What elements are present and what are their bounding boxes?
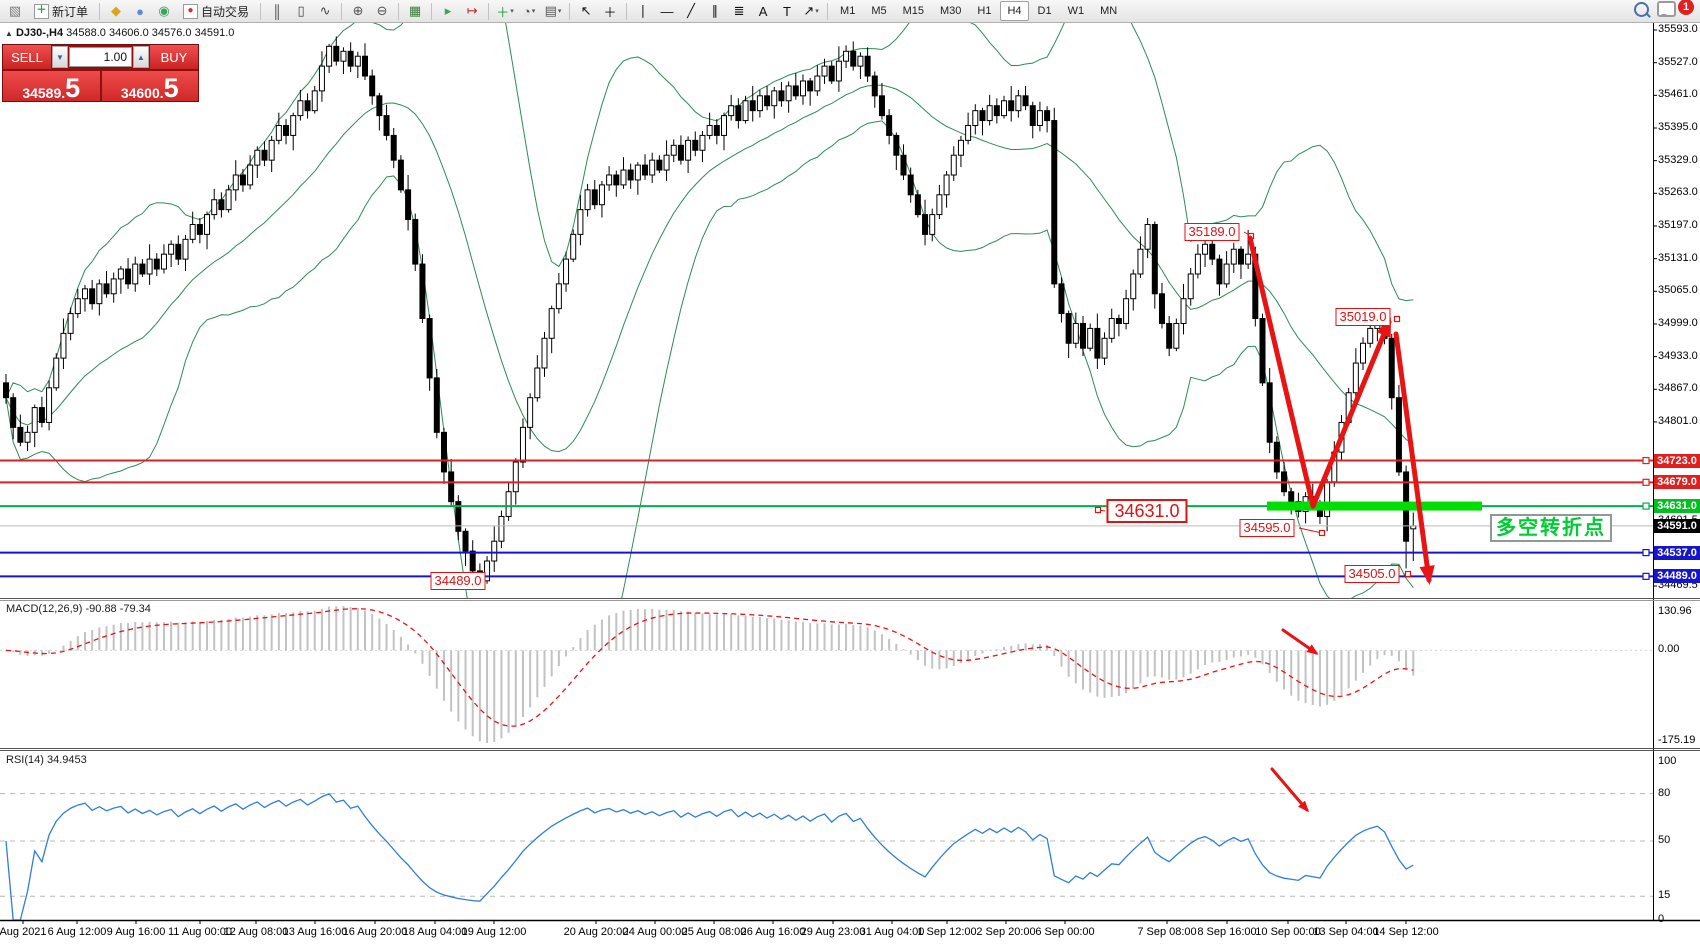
arrow-rally-to-35019[interactable]	[1310, 319, 1392, 509]
line-chart-icon[interactable]: ∿	[319, 3, 331, 18]
chart-shift-icon[interactable]: ↦	[466, 3, 478, 18]
buy-price-main: 34600	[120, 85, 160, 101]
timeframe-w1[interactable]: W1	[1067, 5, 1085, 17]
timeframe-m1[interactable]: M1	[840, 5, 856, 17]
autotrading-button-label: 自动交易	[201, 4, 250, 19]
zoom-out-icon[interactable]: ⊖	[376, 3, 388, 18]
toolbar-separator	[99, 2, 101, 20]
timeframe-h1[interactable]: H1	[977, 5, 992, 17]
collapse-panel-icon[interactable]: ▲	[5, 29, 13, 38]
ohlc-low: 34576.0	[151, 27, 192, 39]
gold-seal-icon[interactable]: ◆	[111, 3, 122, 18]
cursor-icon[interactable]: ↖	[580, 3, 592, 18]
crosshair-icon[interactable]: ＋	[603, 4, 617, 20]
templates-icon-dropdown[interactable]: ▾	[557, 8, 562, 15]
timeframe-m5[interactable]: M5	[871, 5, 887, 17]
auto-scroll-icon[interactable]: ▸	[444, 3, 452, 18]
ohlc-close: 34591.0	[194, 27, 235, 39]
volume-spinner: ▼ 1.00 ▲	[51, 45, 150, 69]
toolbar-separator	[626, 2, 628, 20]
toolbar-separator	[827, 2, 829, 20]
timeframe-d1[interactable]: D1	[1037, 5, 1052, 17]
sell-price-dot: .	[61, 85, 66, 101]
new-order-icon: ＋	[34, 3, 49, 19]
text-icon[interactable]: A	[758, 3, 768, 19]
autotrading-button[interactable]: ● 自动交易	[177, 1, 255, 22]
one-click-trading-panel: SELL ▼ 1.00 ▲ BUY 34589 . 5 34600 . 5	[2, 44, 199, 102]
arrow-drop-from-35189[interactable]	[1247, 235, 1316, 509]
macd-values: -90.88 -79.34	[85, 603, 151, 615]
timeframe-m30[interactable]: M30	[940, 5, 962, 17]
rsi-down-arrow[interactable]	[1270, 767, 1309, 812]
rsi-indicator-label: RSI(14) 34.9453	[6, 754, 87, 766]
text-label-icon[interactable]: T	[783, 3, 791, 19]
autotrading-icon: ●	[183, 3, 199, 19]
symbol-info-line: ▲ DJ30-,H4 34588.0 34606.0 34576.0 34591…	[5, 27, 234, 39]
buy-price[interactable]: 34600 . 5	[101, 71, 198, 104]
new-order-button-label: 新订单	[52, 4, 89, 19]
chart-window-icon[interactable]: ▧	[8, 3, 22, 18]
vertical-line-icon[interactable]: ∣	[639, 3, 647, 18]
arrows-icon-dropdown[interactable]: ▾	[815, 8, 819, 15]
ohlc-open: 34588.0	[66, 27, 106, 39]
toolbar-right: 1	[1634, 0, 1694, 17]
turning-zone-bar[interactable]	[1267, 501, 1482, 511]
sell-button[interactable]: SELL	[3, 45, 51, 69]
main-toolbar: ▧ ＋新订单 ◆ ● ◉ ● 自动交易 ║ ▯ ∿ ⊕ ⊖ ▦ ▸ ↦ ＋ ▾ ◔ ▾ ▤ ▾ ↖ ＋ ∣ — ╱ ∥ ≣ A T ↗ ▾ M1…	[0, 0, 1700, 23]
bar-chart-icon[interactable]: ║	[272, 3, 282, 19]
fibonacci-icon[interactable]: ≣	[733, 3, 745, 18]
zoom-in-icon[interactable]: ⊕	[352, 3, 364, 18]
search-icon[interactable]	[1634, 1, 1649, 17]
turning-point-label[interactable]: 多空转折点	[1490, 514, 1612, 542]
toolbar-items: ▧ ＋新订单 ◆ ● ◉ ● 自动交易 ║ ▯ ∿ ⊕ ⊖ ▦ ▸ ↦ ＋ ▾ ◔ ▾ ▤ ▾ ↖ ＋ ∣ — ╱ ∥ ≣ A T ↗ ▾ M1…	[3, 1, 1125, 22]
channel-icon[interactable]: ∥	[711, 3, 719, 18]
indicators-icon-dropdown[interactable]: ▾	[510, 8, 514, 15]
timeframe-h4[interactable]: H4	[1000, 1, 1029, 21]
buy-button[interactable]: BUY	[150, 45, 198, 69]
rsi-value: 34.9453	[46, 754, 87, 766]
indicators-icon[interactable]: ＋ ▾	[496, 4, 514, 20]
candlestick-chart-icon[interactable]: ▯	[297, 3, 305, 18]
volume-field[interactable]: 1.00	[69, 47, 132, 67]
periods-icon[interactable]: ◔ ▾	[522, 3, 536, 19]
sell-price[interactable]: 34589 . 5	[3, 71, 100, 104]
signal-icon[interactable]: ◉	[158, 3, 170, 18]
buy-price-big: 5	[163, 73, 179, 104]
rsi-pane	[0, 792, 1653, 920]
macd-indicator-label: MACD(12,26,9) -90.88 -79.34	[6, 603, 151, 615]
main-pane	[0, 23, 1653, 598]
horizontal-line-icon[interactable]: —	[660, 3, 674, 19]
tile-windows-icon[interactable]: ▦	[408, 3, 422, 18]
trendline-icon[interactable]: ╱	[687, 3, 695, 18]
toolbar-separator	[569, 2, 571, 20]
timeframe-m15[interactable]: M15	[902, 5, 924, 17]
arrows-icon[interactable]: ↗ ▾	[803, 3, 819, 18]
ohlc-high: 34606.0	[108, 27, 149, 39]
profile-icon[interactable]: ●	[136, 3, 144, 19]
volume-up-button[interactable]: ▲	[133, 46, 149, 68]
volume-down-button[interactable]: ▼	[52, 46, 68, 68]
periods-icon-dropdown[interactable]: ▾	[531, 8, 536, 15]
timeframe-mn[interactable]: MN	[1100, 5, 1118, 17]
toolbar-separator	[488, 2, 490, 20]
macd-pane	[0, 606, 1653, 743]
chat-icon[interactable]	[1657, 1, 1676, 17]
templates-icon[interactable]: ▤ ▾	[544, 3, 562, 18]
toolbar-separator	[398, 2, 400, 20]
notification-badge[interactable]: 1	[1678, 0, 1694, 15]
buy-price-dot: .	[159, 85, 164, 101]
symbol-name: DJ30-,H4	[15, 27, 64, 39]
arrow-drop-to-34505[interactable]	[1393, 331, 1432, 583]
toolbar-separator	[341, 2, 343, 20]
toolbar-separator	[431, 2, 433, 20]
sell-price-big: 5	[65, 73, 81, 104]
new-order-button[interactable]: ＋新订单	[28, 1, 94, 22]
toolbar-separator	[260, 2, 262, 20]
sell-price-main: 34589	[22, 85, 62, 101]
